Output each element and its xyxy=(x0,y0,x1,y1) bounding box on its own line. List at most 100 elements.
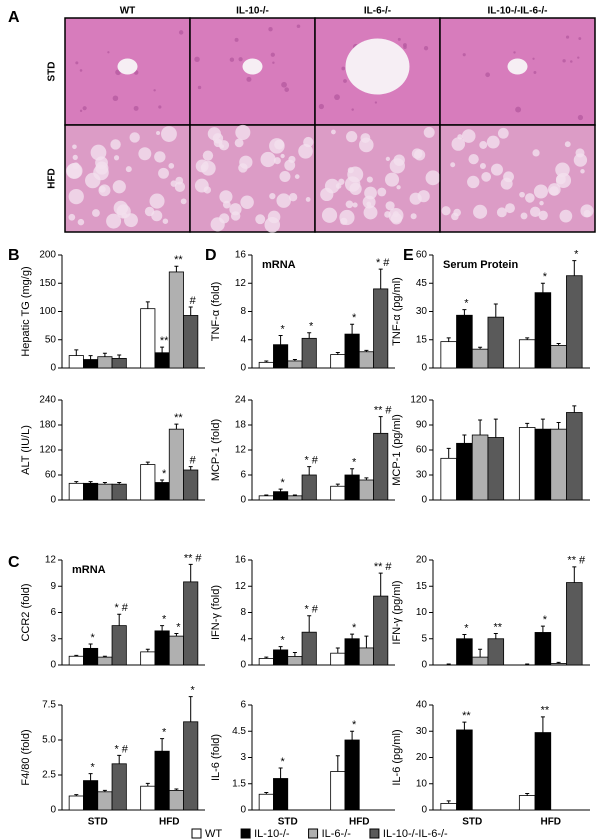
y-tick-label: 60 xyxy=(416,445,428,456)
bar xyxy=(154,352,170,369)
bar xyxy=(111,483,127,501)
significance-label: ** xyxy=(174,412,183,424)
bar xyxy=(97,791,113,811)
bar xyxy=(97,356,113,369)
significance-label: * xyxy=(90,762,95,774)
bar xyxy=(330,771,346,811)
significance-label: * xyxy=(176,621,181,633)
error-bar xyxy=(278,646,283,650)
error-bar xyxy=(174,265,179,272)
tissue-texture xyxy=(363,205,378,220)
error-bar xyxy=(462,721,467,730)
tissue-texture xyxy=(240,195,254,209)
tissue-texture xyxy=(112,180,126,194)
legend-label: WT xyxy=(205,828,222,839)
y-tick-label: 180 xyxy=(39,420,56,431)
error-bar xyxy=(364,349,369,352)
error-bar xyxy=(350,468,355,475)
tissue-texture xyxy=(479,141,488,149)
y-tick-label: 12 xyxy=(235,581,247,592)
error-bar xyxy=(102,789,107,792)
significance-label: * xyxy=(162,614,167,626)
y-axis-label: TNF-α (fold) xyxy=(210,282,222,342)
bar xyxy=(456,314,473,369)
tissue-texture xyxy=(72,144,77,150)
tissue-texture xyxy=(298,143,313,159)
tissue-texture xyxy=(98,184,111,197)
chart-title: mRNA xyxy=(72,564,106,576)
tissue-texture xyxy=(583,209,591,218)
significance-label: * xyxy=(352,719,357,731)
bar xyxy=(550,663,567,666)
error-bar xyxy=(88,643,93,649)
tissue-texture xyxy=(260,151,276,168)
significance-label: * # xyxy=(304,455,318,467)
tissue-texture xyxy=(162,218,169,224)
error-bar xyxy=(174,633,179,637)
bar xyxy=(154,630,170,666)
tissue-texture xyxy=(149,193,165,209)
bar xyxy=(140,464,156,501)
bar xyxy=(330,354,346,369)
y-tick-label: 30 xyxy=(416,306,428,317)
y-tick-label: 0 xyxy=(421,363,427,374)
bar xyxy=(140,308,156,369)
error-bar xyxy=(478,648,483,658)
bar xyxy=(373,595,389,666)
vessel xyxy=(345,38,410,95)
bar xyxy=(183,581,199,666)
bar xyxy=(68,655,84,666)
row-label: STD xyxy=(47,62,58,82)
y-tick-label: 40 xyxy=(416,700,428,711)
y-tick-label: 15 xyxy=(416,581,428,592)
tissue-texture xyxy=(351,108,354,111)
error-bar xyxy=(556,422,561,430)
error-bar xyxy=(540,625,545,633)
y-tick-label: 30 xyxy=(416,470,428,481)
significance-label: * xyxy=(309,321,314,333)
tissue-texture xyxy=(158,105,162,109)
bar xyxy=(550,428,567,501)
significance-label: ** # xyxy=(184,552,203,564)
tissue-texture xyxy=(410,213,417,220)
y-axis-label: ALT (IU/L) xyxy=(20,425,32,475)
tissue-texture xyxy=(213,138,223,148)
error-bar xyxy=(525,422,530,428)
tissue-texture xyxy=(562,59,566,63)
y-axis-label: Hepatic TG (mg/g) xyxy=(20,266,32,356)
bar xyxy=(287,495,303,501)
y-tick-label: 20 xyxy=(416,555,428,566)
significance-label: * xyxy=(352,622,357,634)
tissue-texture xyxy=(385,201,395,211)
error-bar xyxy=(556,343,561,346)
error-bar xyxy=(74,794,79,796)
tissue-texture xyxy=(303,136,314,148)
tissue-texture xyxy=(129,132,140,143)
tissue-texture xyxy=(573,153,588,167)
error-bar xyxy=(278,488,283,492)
bar xyxy=(68,795,84,811)
y-tick-label: 12 xyxy=(235,278,247,289)
error-bar xyxy=(378,416,383,434)
tissue-texture xyxy=(578,37,582,40)
significance-label: * # xyxy=(114,743,128,755)
y-tick-label: 0 xyxy=(421,495,427,506)
x-tick-label: HFD xyxy=(540,817,561,828)
bar xyxy=(273,649,289,666)
error-bar xyxy=(145,782,150,787)
tissue-texture xyxy=(321,207,338,223)
tissue-texture xyxy=(68,188,84,205)
bar xyxy=(183,315,199,369)
tissue-texture xyxy=(533,184,548,199)
bar xyxy=(550,344,567,369)
bar xyxy=(301,631,317,666)
bar xyxy=(344,474,360,501)
tissue-texture xyxy=(144,206,155,217)
tissue-texture xyxy=(234,138,244,148)
significance-label: ** xyxy=(462,710,471,722)
y-axis-label: MCP-1 (fold) xyxy=(210,419,222,481)
significance-label: * xyxy=(464,622,469,634)
significance-label: * xyxy=(543,271,548,283)
bar xyxy=(471,348,489,369)
error-bar xyxy=(74,349,79,356)
